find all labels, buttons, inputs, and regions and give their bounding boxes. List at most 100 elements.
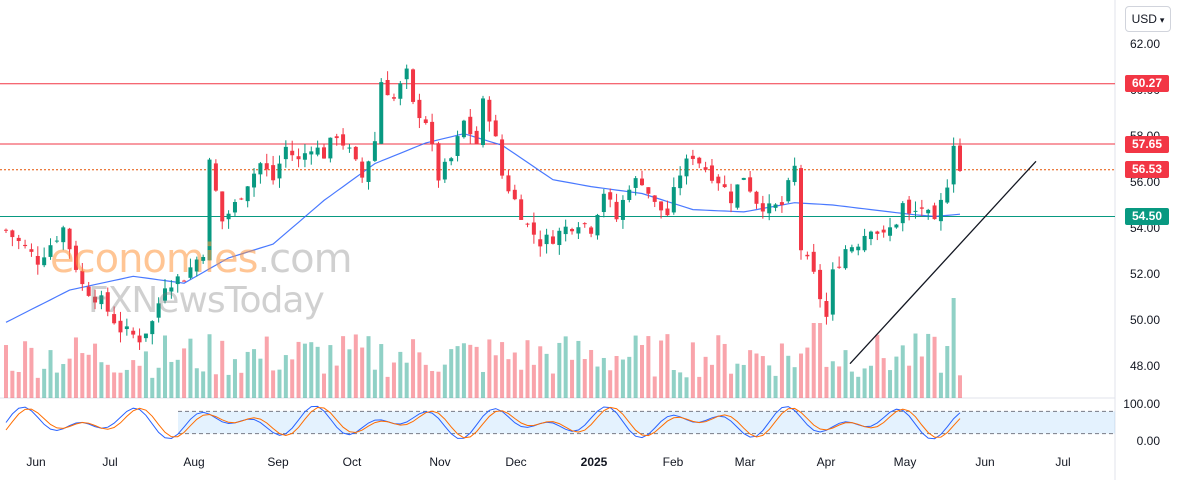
candle-body bbox=[709, 165, 714, 181]
candle-body bbox=[531, 222, 536, 235]
volume-bar bbox=[830, 361, 835, 398]
volume-bar bbox=[652, 376, 657, 398]
candle-body bbox=[824, 301, 829, 317]
candle-body bbox=[888, 227, 893, 236]
volume-bar bbox=[23, 341, 28, 398]
volume-bar bbox=[697, 376, 702, 398]
candle-body bbox=[99, 295, 104, 305]
candle-body bbox=[80, 270, 85, 285]
candle-body bbox=[875, 231, 880, 234]
oscillator-k-line bbox=[5, 405, 961, 440]
candle-body bbox=[315, 147, 320, 155]
candle-body bbox=[633, 178, 638, 188]
volume-bar bbox=[633, 335, 638, 398]
volume-bar bbox=[461, 343, 466, 398]
volume-bar bbox=[907, 365, 912, 398]
candle-body bbox=[67, 228, 72, 250]
candle-body bbox=[277, 163, 282, 179]
candle-body bbox=[436, 143, 441, 181]
candle-body bbox=[455, 136, 460, 156]
chevron-down-icon: ▾ bbox=[1159, 15, 1165, 25]
candle-body bbox=[131, 330, 136, 335]
x-tick-label: Mar bbox=[735, 455, 756, 469]
volume-bar bbox=[150, 377, 155, 398]
volume-bar bbox=[283, 355, 288, 398]
volume-bar bbox=[646, 336, 651, 398]
candle-body bbox=[334, 136, 339, 139]
volume-bar bbox=[264, 336, 269, 398]
candle-body bbox=[786, 180, 791, 202]
candle-body bbox=[23, 244, 28, 247]
volume-bar bbox=[169, 361, 174, 398]
candle-body bbox=[385, 80, 390, 96]
y-tick-label: 48.00 bbox=[1130, 359, 1160, 373]
candle-body bbox=[474, 130, 479, 144]
volume-bar bbox=[519, 369, 524, 398]
candle-body bbox=[665, 208, 670, 216]
volume-bar bbox=[544, 353, 549, 398]
candle-body bbox=[93, 296, 98, 303]
volume-bar bbox=[54, 372, 59, 398]
volume-bar bbox=[42, 368, 47, 398]
volume-bar bbox=[474, 346, 479, 398]
volume-bar bbox=[334, 365, 339, 398]
volume-bar bbox=[945, 346, 950, 398]
candle-body bbox=[951, 145, 956, 185]
volume-bar bbox=[512, 352, 517, 398]
volume-bar bbox=[926, 333, 931, 398]
volume-bar bbox=[137, 365, 142, 398]
volume-bar bbox=[951, 298, 956, 398]
candle-body bbox=[341, 134, 346, 146]
candle-body bbox=[258, 163, 263, 175]
candle-body bbox=[449, 158, 454, 162]
candle-body bbox=[163, 288, 167, 301]
volume-bar bbox=[302, 343, 307, 398]
candle-body bbox=[54, 240, 59, 242]
candle-body bbox=[506, 175, 511, 192]
candle-body bbox=[799, 168, 803, 251]
x-tick-label: Feb bbox=[663, 455, 684, 469]
candle-body bbox=[322, 147, 326, 159]
volume-bar bbox=[4, 345, 8, 398]
candle-body bbox=[175, 276, 180, 285]
volume-bar bbox=[735, 363, 740, 398]
volume-bar bbox=[16, 371, 21, 398]
volume-bar bbox=[487, 339, 492, 398]
candle-body bbox=[112, 314, 117, 324]
candle-body bbox=[309, 151, 314, 155]
candle-body bbox=[118, 320, 123, 333]
candle-body bbox=[722, 184, 727, 188]
volume-bar bbox=[61, 364, 66, 398]
volume-bar bbox=[29, 347, 34, 398]
candle-body bbox=[512, 189, 517, 200]
candle-body bbox=[404, 68, 409, 80]
candle-body bbox=[678, 175, 683, 189]
candle-body bbox=[773, 204, 778, 208]
volume-bar bbox=[245, 351, 250, 398]
candle-body bbox=[10, 230, 15, 238]
volume-bar bbox=[411, 339, 416, 398]
candle-body bbox=[296, 156, 301, 160]
candle-body bbox=[652, 195, 657, 202]
volume-bar bbox=[232, 359, 237, 398]
candle-body bbox=[525, 223, 530, 225]
candle-body bbox=[468, 116, 473, 135]
candle-body bbox=[124, 326, 129, 330]
volume-bar bbox=[849, 371, 854, 398]
volume-bar bbox=[620, 359, 625, 398]
volume-bar bbox=[213, 374, 218, 398]
price-label-60.27: 60.27 bbox=[1125, 75, 1169, 93]
candle-body bbox=[754, 191, 759, 204]
oscillator-d-line bbox=[5, 406, 961, 439]
x-tick-label: Jul bbox=[1055, 455, 1070, 469]
volume-bar bbox=[531, 364, 536, 398]
candle-body bbox=[245, 186, 250, 202]
volume-bar bbox=[881, 358, 886, 398]
volume-bar bbox=[678, 372, 683, 398]
currency-select[interactable]: USD ▾ bbox=[1125, 6, 1171, 32]
volume-bar bbox=[557, 342, 562, 398]
candle-body bbox=[137, 335, 142, 343]
candle-body bbox=[220, 191, 225, 222]
volume-bar bbox=[423, 364, 428, 398]
candle-body bbox=[4, 229, 8, 231]
